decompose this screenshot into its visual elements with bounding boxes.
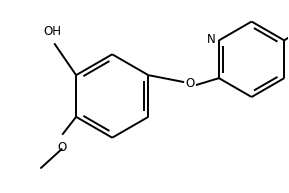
Text: O: O bbox=[58, 141, 67, 154]
Text: O: O bbox=[186, 77, 195, 90]
Text: N: N bbox=[207, 33, 216, 46]
Text: OH: OH bbox=[43, 25, 61, 38]
